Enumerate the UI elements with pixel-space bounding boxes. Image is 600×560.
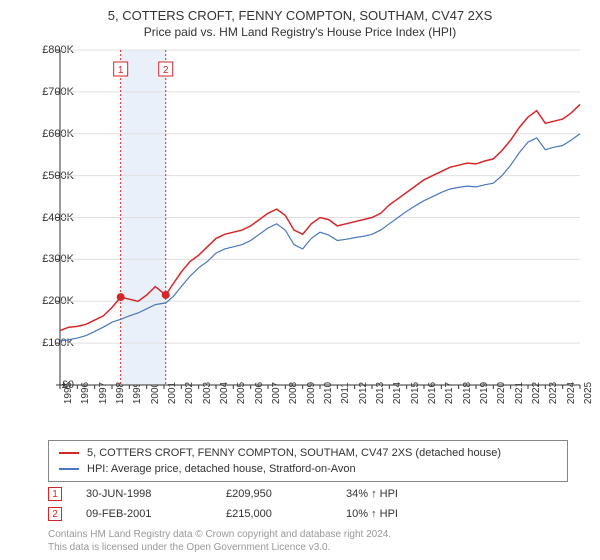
sale-row-1: 1 30-JUN-1998 £209,950 34% ↑ HPI: [48, 484, 568, 504]
chart-title-line1: 5, COTTERS CROFT, FENNY COMPTON, SOUTHAM…: [0, 8, 600, 23]
chart-plot-area: 12: [60, 50, 580, 385]
sale-rows: 1 30-JUN-1998 £209,950 34% ↑ HPI 2 09-FE…: [48, 484, 568, 524]
sale-price-2: £215,000: [226, 508, 346, 520]
footer-attribution: Contains HM Land Registry data © Crown c…: [48, 528, 391, 554]
chart-container: 5, COTTERS CROFT, FENNY COMPTON, SOUTHAM…: [0, 0, 600, 560]
x-tick-label: 2025: [583, 382, 594, 404]
sale-change-2: 10% ↑ HPI: [346, 508, 446, 520]
title-block: 5, COTTERS CROFT, FENNY COMPTON, SOUTHAM…: [0, 0, 600, 39]
sale-marker-1: 1: [48, 487, 62, 501]
sale-date-2: 09-FEB-2001: [86, 508, 226, 520]
legend-swatch-hpi: [59, 468, 79, 470]
legend-swatch-property: [59, 452, 79, 454]
chart-svg: 12: [60, 50, 580, 385]
svg-text:2: 2: [163, 65, 169, 76]
sale-price-1: £209,950: [226, 488, 346, 500]
svg-text:1: 1: [118, 65, 124, 76]
sale-row-2: 2 09-FEB-2001 £215,000 10% ↑ HPI: [48, 504, 568, 524]
sale-change-1: 34% ↑ HPI: [346, 488, 446, 500]
sale-date-1: 30-JUN-1998: [86, 488, 226, 500]
legend-label-hpi: HPI: Average price, detached house, Stra…: [87, 463, 356, 475]
legend-label-property: 5, COTTERS CROFT, FENNY COMPTON, SOUTHAM…: [87, 447, 501, 459]
footer-line1: Contains HM Land Registry data © Crown c…: [48, 528, 391, 541]
chart-title-line2: Price paid vs. HM Land Registry's House …: [0, 25, 600, 39]
legend-item-hpi: HPI: Average price, detached house, Stra…: [59, 461, 557, 477]
footer-line2: This data is licensed under the Open Gov…: [48, 541, 391, 554]
legend-item-property: 5, COTTERS CROFT, FENNY COMPTON, SOUTHAM…: [59, 445, 557, 461]
legend-box: 5, COTTERS CROFT, FENNY COMPTON, SOUTHAM…: [48, 440, 568, 482]
sale-marker-2: 2: [48, 507, 62, 521]
